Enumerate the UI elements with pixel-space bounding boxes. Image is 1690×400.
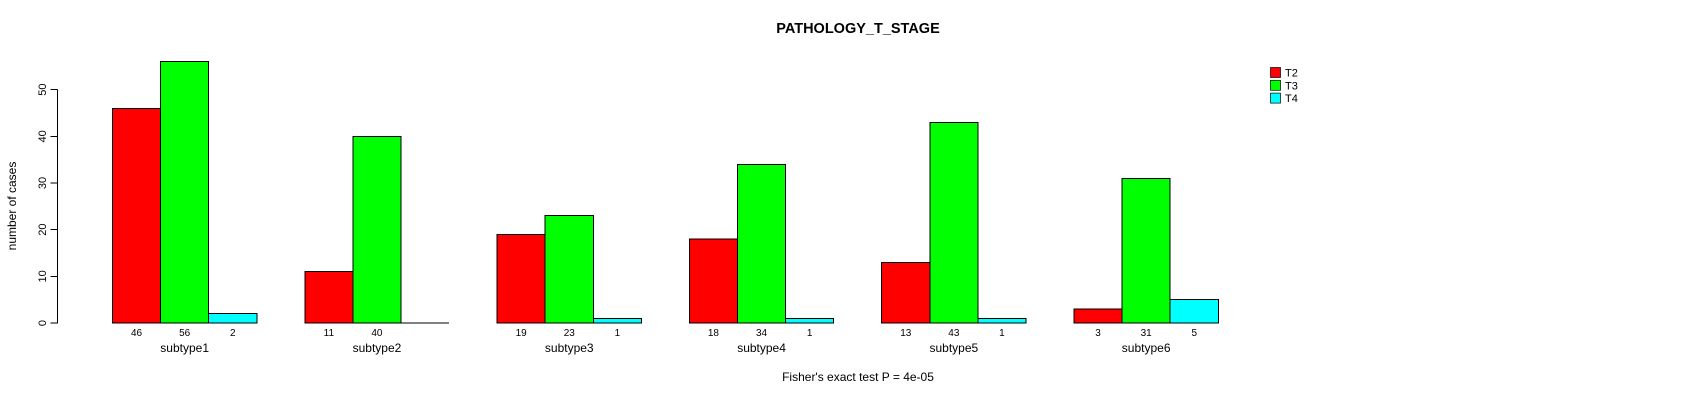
- bar-value-label: 18: [708, 328, 720, 339]
- y-tick-label: 30: [37, 177, 49, 189]
- x-category-label: subtype6: [1122, 341, 1171, 355]
- x-category-label: subtype5: [929, 341, 978, 355]
- bar: [592, 317, 642, 324]
- bar: [881, 261, 931, 324]
- bar-value-label: 23: [564, 328, 576, 339]
- bar-value-label: 46: [131, 328, 143, 339]
- bar: [737, 163, 787, 324]
- y-axis: 0 10 20 30 40 50: [37, 84, 58, 326]
- y-tick-label: 40: [37, 130, 49, 142]
- bar-value-label: 5: [1191, 328, 1197, 339]
- bar-value-label: 1: [615, 328, 621, 339]
- bar: [112, 107, 162, 324]
- bar: [688, 238, 739, 324]
- y-axis-label: number of cases: [5, 162, 19, 251]
- x-category-label: subtype1: [160, 341, 209, 355]
- bar-value-label: 13: [900, 328, 912, 339]
- bar-value-label: 19: [516, 328, 528, 339]
- bar: [1169, 299, 1219, 324]
- bar: [544, 215, 594, 324]
- legend-label: T3: [1285, 80, 1298, 92]
- bar: [352, 135, 402, 324]
- bar-value-label: 43: [948, 328, 960, 339]
- bar-value-label: 34: [756, 328, 768, 339]
- bar: [977, 317, 1027, 324]
- x-category-label: subtype2: [353, 341, 402, 355]
- bar: [160, 61, 210, 324]
- x-category-label: subtype3: [545, 341, 594, 355]
- bar: [496, 233, 546, 324]
- bar-value-label: 31: [1141, 328, 1153, 339]
- y-tick-label: 10: [37, 270, 49, 282]
- bar-value-label: 2: [230, 328, 236, 339]
- bar-value-label: 3: [1095, 328, 1101, 339]
- bar: [929, 121, 979, 324]
- bar: [1121, 177, 1171, 324]
- chart-title: PATHOLOGY_T_STAGE: [776, 21, 940, 37]
- y-tick-label: 50: [37, 84, 49, 96]
- legend-swatch: [1270, 79, 1281, 91]
- bar-value-label: 40: [371, 328, 383, 339]
- bar-value-label: 11: [324, 328, 335, 339]
- bar-value-label: 1: [807, 328, 813, 339]
- legend-swatch: [1270, 92, 1281, 104]
- x-category-label: subtype4: [737, 341, 786, 355]
- bar-value-label: 56: [179, 328, 191, 339]
- bar: [208, 313, 258, 324]
- y-tick-label: 20: [37, 224, 49, 236]
- legend-label: T4: [1285, 93, 1298, 105]
- bars-layer: [112, 61, 1219, 324]
- bar-value-label: 1: [999, 328, 1005, 339]
- stat-caption: Fisher's exact test P = 4e-05: [782, 370, 934, 384]
- legend-label: T2: [1285, 68, 1298, 80]
- y-tick-label: 0: [37, 320, 49, 326]
- legend-swatch: [1270, 67, 1281, 78]
- bar: [304, 271, 354, 324]
- bar: [785, 317, 835, 324]
- bar: [1073, 308, 1123, 324]
